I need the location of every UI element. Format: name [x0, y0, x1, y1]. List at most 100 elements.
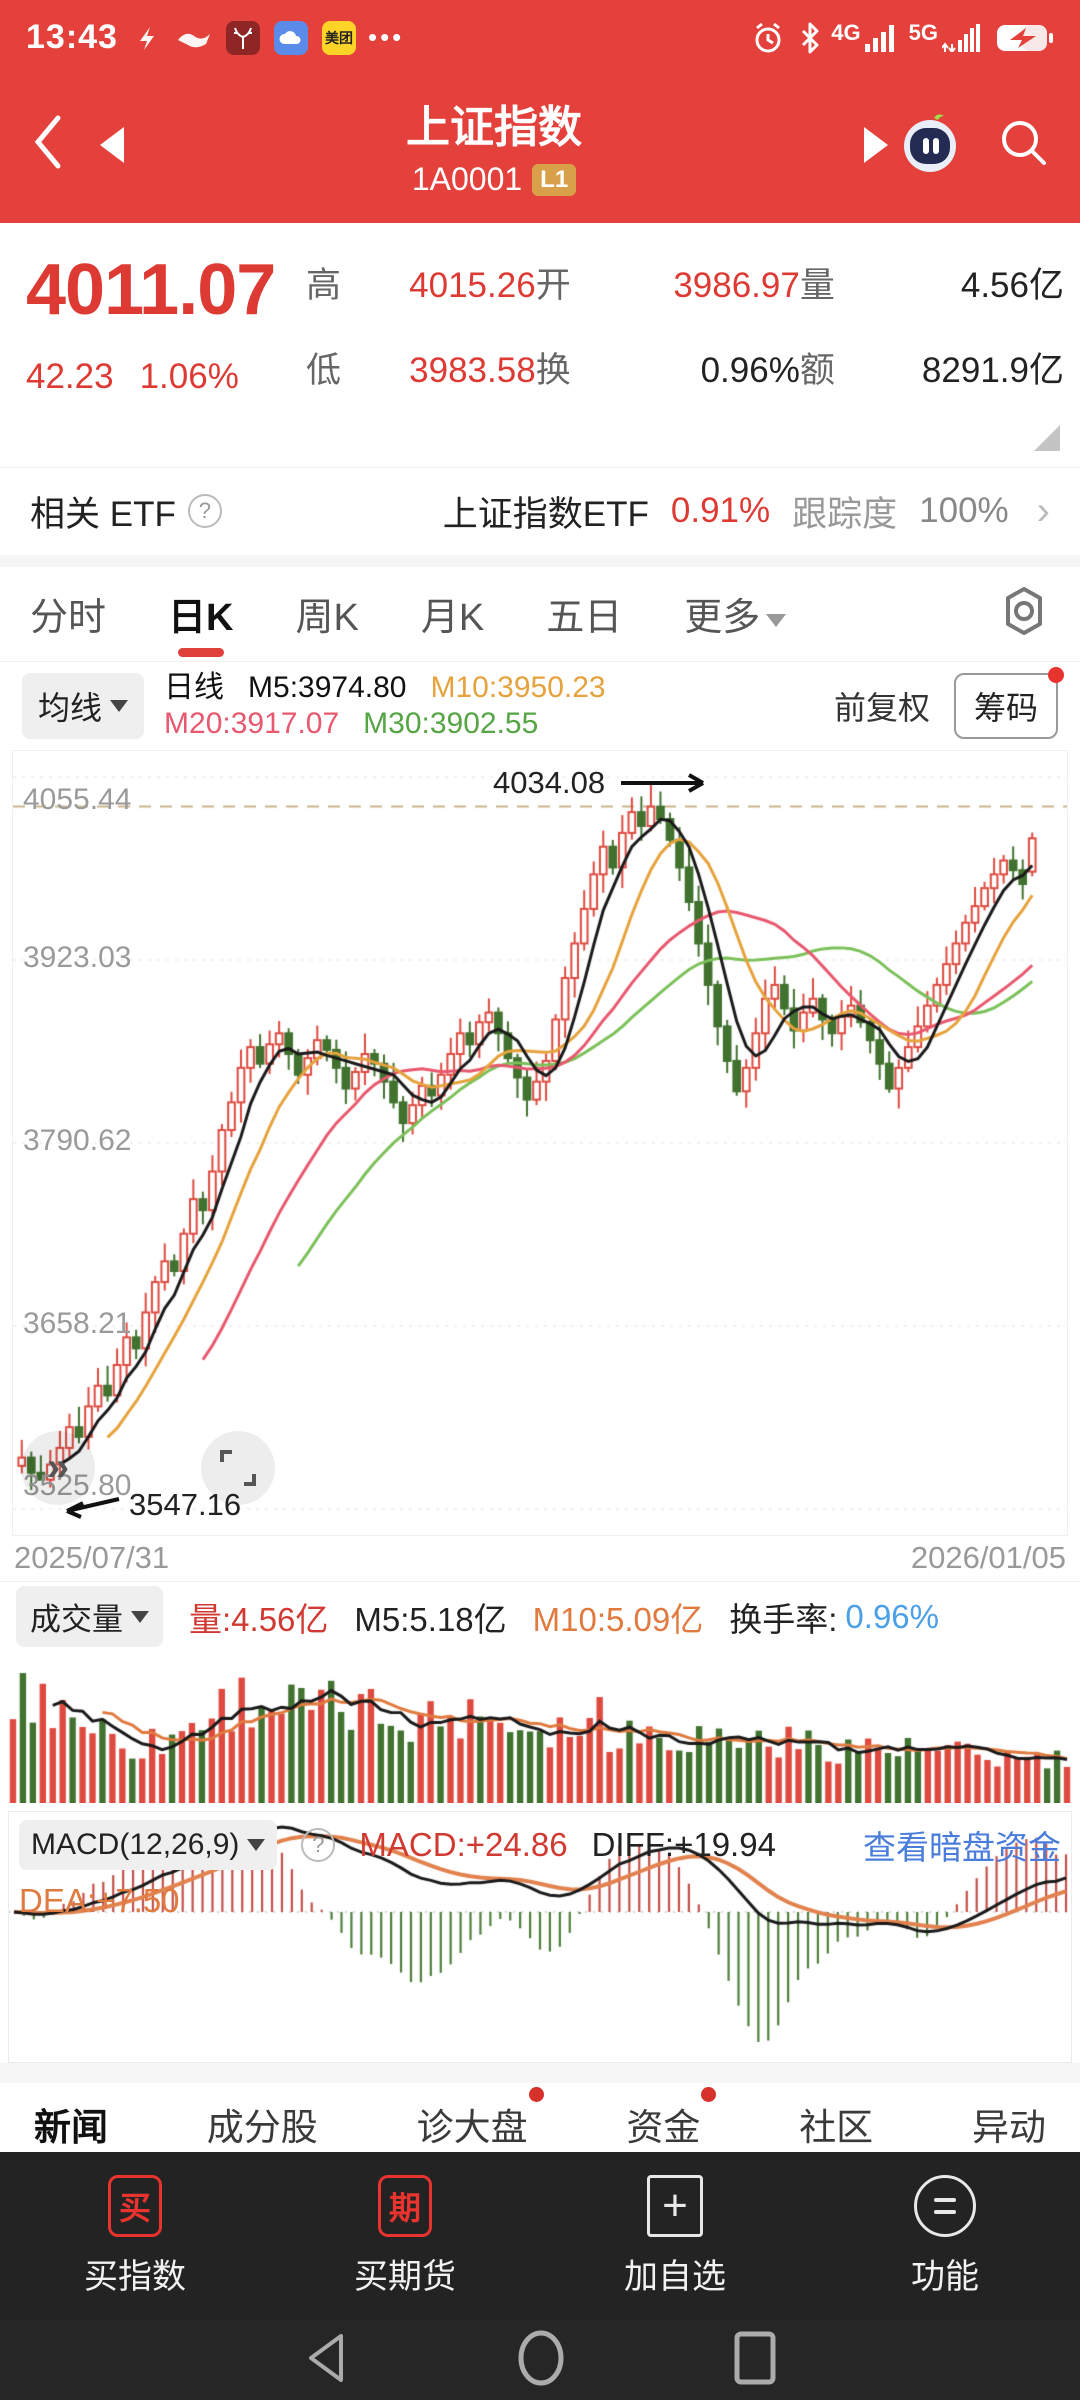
macd-help-icon[interactable]: ? — [301, 1828, 336, 1863]
kline-legend-bar: 均线 日线 M5:3974.80 M10:3950.23 M20:3917.07… — [0, 662, 1080, 750]
buy-index-button[interactable]: 买 买指数 — [0, 2174, 270, 2298]
quote-panel[interactable]: 4011.07 42.23 1.06% 高 4015.26 开 3986.97 量 4… — [0, 223, 1080, 467]
ma-selector-button[interactable]: 均线 — [22, 673, 145, 740]
status-time: 13:43 — [26, 18, 118, 57]
volume-ma5: M5:5.18亿 — [354, 1600, 507, 1638]
chips-badge-dot — [1048, 667, 1064, 684]
tab-funds[interactable]: 资金 — [626, 2086, 717, 2151]
amount-label: 额 — [799, 351, 835, 391]
buy-icon: 买 — [108, 2174, 162, 2237]
section-divider — [0, 2062, 1080, 2083]
y-axis-label-4: 3658.21 — [23, 1307, 132, 1340]
tab-five-day[interactable]: 五日 — [546, 597, 623, 640]
etf-tracking-value: 100% — [919, 491, 1009, 531]
tab-movements[interactable]: 异动 — [971, 2106, 1046, 2148]
app-header: 上证指数 1A0001 L1 — [0, 65, 1080, 224]
buy-futures-button[interactable]: 期 买期货 — [270, 2174, 540, 2298]
legend-ma10: M10:3950.23 — [430, 670, 606, 704]
quote-level-badge: L1 — [532, 163, 577, 196]
y-axis-label-2: 3923.03 — [23, 941, 132, 974]
network-4g-label: 4G — [831, 19, 861, 45]
legend-ma30: M30:3902.55 — [363, 707, 539, 741]
macd-panel: MACD(12,26,9) ? MACD:+24.86 DIFF:+19.94 … — [8, 1811, 1072, 2063]
android-nav-bar — [0, 2320, 1080, 2400]
date-start: 2025/07/31 — [14, 1540, 170, 1576]
tab-minute[interactable]: 分时 — [30, 597, 107, 640]
collapse-panel-button[interactable]: » — [21, 1430, 95, 1505]
volume-chart-area — [8, 1651, 1072, 1804]
tab-daily-k[interactable]: 日K — [168, 572, 233, 658]
y-axis-label-5: 3525.80 — [23, 1469, 132, 1502]
functions-button[interactable]: 功能 — [810, 2174, 1080, 2298]
related-etf-row[interactable]: 相关 ETF ? 上证指数ETF 0.91% 跟踪度 100% › — [0, 466, 1080, 555]
turnover-rate-label: 换手率: — [729, 1600, 838, 1638]
date-end: 2026/01/05 — [910, 1540, 1066, 1576]
tab-more[interactable]: 更多 — [684, 572, 787, 655]
plus-icon: + — [647, 2174, 703, 2237]
diff-value: DIFF:+19.94 — [591, 1826, 776, 1864]
stock-title-block: 上证指数 1A0001 L1 — [124, 91, 864, 198]
low-label: 低 — [306, 351, 342, 391]
macd-selector-button[interactable]: MACD(12,26,9) — [19, 1820, 278, 1871]
android-back-button[interactable] — [303, 2332, 349, 2389]
search-icon[interactable] — [996, 115, 1050, 174]
notification-dot — [528, 2086, 544, 2102]
chip-distribution-button[interactable]: 筹码 — [953, 667, 1064, 740]
legend-ma5: M5:3974.80 — [248, 670, 407, 704]
assistant-robot-button[interactable] — [898, 110, 962, 179]
price-change-pct: 1.06% — [139, 357, 239, 397]
network-5g-label: 5G — [908, 19, 938, 45]
tab-community[interactable]: 社区 — [799, 2106, 874, 2148]
prev-stock-button[interactable] — [100, 126, 124, 163]
y-axis-label-1: 4055.44 — [23, 783, 132, 816]
last-price: 4011.07 — [26, 250, 276, 331]
android-home-button[interactable] — [515, 2330, 567, 2391]
cloud-app-icon — [273, 20, 308, 55]
android-recents-button[interactable] — [733, 2330, 777, 2391]
volume-selector-button[interactable]: 成交量 — [16, 1586, 163, 1648]
expand-quote-corner-icon[interactable] — [1034, 424, 1060, 451]
dark-pool-funds-link[interactable]: 查看暗盘资金 — [863, 1829, 1061, 1867]
open-label: 开 — [535, 266, 571, 306]
tab-news[interactable]: 新闻 — [34, 2106, 108, 2148]
back-button[interactable] — [30, 114, 100, 175]
add-watchlist-button[interactable]: + 加自选 — [540, 2174, 810, 2298]
etf-tracking-label: 跟踪度 — [792, 494, 898, 534]
macd-value: MACD:+24.86 — [359, 1826, 568, 1864]
trade-action-bar: 买 买指数 期 买期货 + 加自选 功能 — [0, 2152, 1080, 2320]
adjust-mode-button[interactable]: 前复权 — [833, 690, 930, 727]
swoosh-notification-icon — [176, 26, 212, 50]
legend-period: 日线 — [164, 670, 225, 704]
related-etf-label: 相关 ETF — [30, 494, 176, 534]
fullscreen-chart-button[interactable] — [201, 1430, 275, 1505]
etf-name: 上证指数ETF — [442, 494, 649, 534]
futures-icon: 期 — [378, 2174, 432, 2237]
low-value: 3983.58 — [409, 351, 536, 391]
etf-change-pct: 0.91% — [670, 491, 771, 531]
chart-settings-gear-icon[interactable] — [998, 585, 1050, 642]
tab-constituents[interactable]: 成分股 — [206, 2106, 318, 2148]
period-tab-bar: 分时 日K 周K 月K 五日 更多 — [0, 567, 1080, 663]
volume-ma10: M10:5.09亿 — [532, 1600, 704, 1638]
volume-canvas[interactable] — [8, 1651, 1072, 1804]
x-axis-date-row: 2025/07/31 2026/01/05 — [0, 1536, 1080, 1582]
legend-ma20: M20:3917.07 — [164, 707, 340, 741]
tab-weekly-k[interactable]: 周K — [295, 597, 359, 640]
kline-canvas[interactable] — [13, 751, 1067, 1537]
stripes-notification-icon — [132, 23, 162, 53]
y-axis-label-3: 3790.62 — [23, 1124, 132, 1157]
turnover-value: 0.96% — [700, 351, 800, 391]
tab-market-diagnosis[interactable]: 诊大盘 — [417, 2086, 544, 2151]
volume-current: 量:4.56亿 — [189, 1600, 329, 1638]
section-divider — [0, 554, 1080, 567]
tab-monthly-k[interactable]: 月K — [420, 597, 485, 640]
volume-legend-bar: 成交量 量:4.56亿 M5:5.18亿 M10:5.09亿 换手率: 0.96… — [0, 1582, 1080, 1652]
deer-app-icon — [225, 20, 260, 55]
signal-bars-5g-icon — [942, 23, 982, 52]
open-value: 3986.97 — [673, 266, 800, 306]
next-stock-button[interactable] — [864, 126, 888, 163]
chevron-right-icon: › — [1036, 488, 1050, 533]
volume-label: 量 — [799, 266, 835, 306]
etf-help-icon[interactable]: ? — [187, 494, 222, 529]
